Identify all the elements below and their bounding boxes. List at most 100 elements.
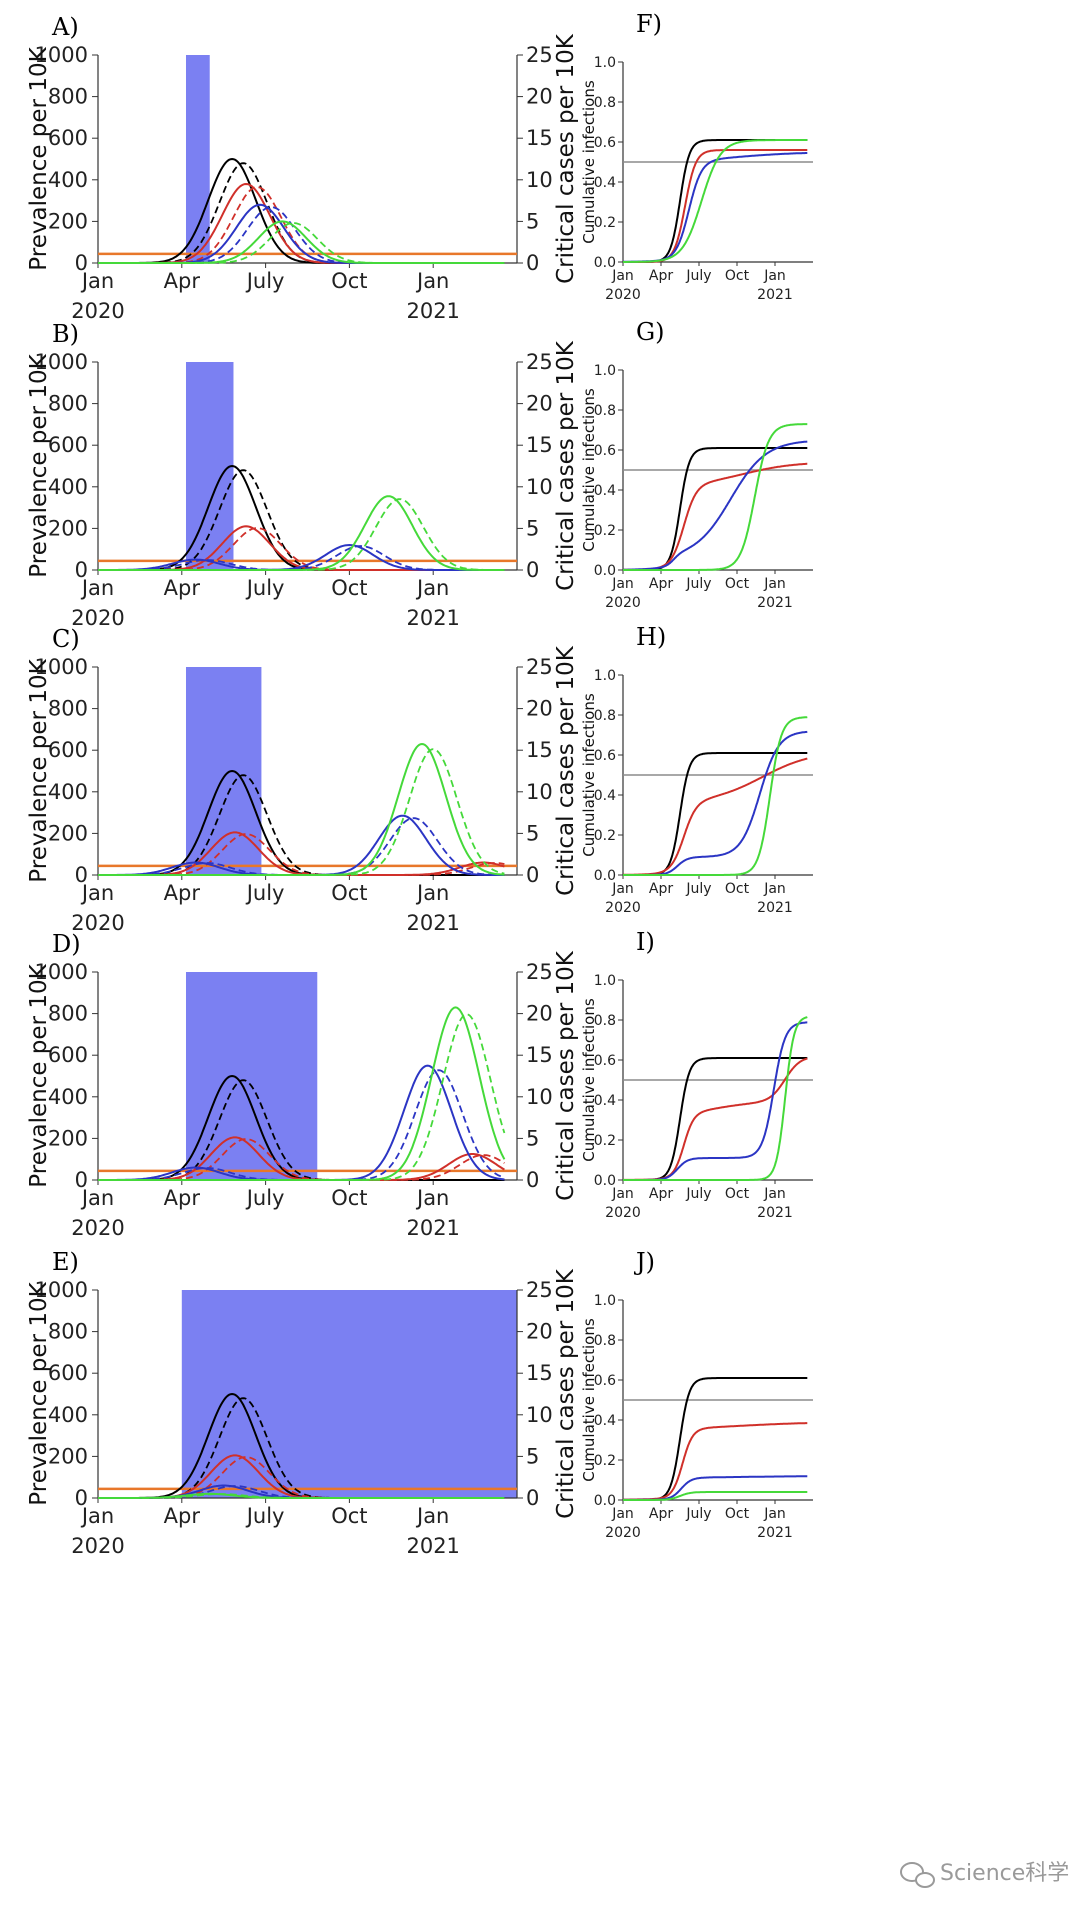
x-tick-label: Oct xyxy=(331,881,367,905)
y-tick-label: 200 xyxy=(48,1126,88,1150)
y2-tick-label: 0 xyxy=(526,1168,539,1192)
y-tick-label: 1000 xyxy=(35,1278,88,1302)
watermark: Science科学 xyxy=(900,1861,1069,1888)
y2-tick-label: 15 xyxy=(526,433,553,457)
y-tick-label: 800 xyxy=(48,392,88,416)
y-tick-label: 0.0 xyxy=(594,255,616,271)
year-label: 2020 xyxy=(605,1205,641,1221)
cumulative-panel-f: F) 0.0 0.2 0.4 0.6 0.8 1.0 Jan Apr July Oct Jan 2020… xyxy=(580,10,813,303)
y-tick-label: 0 xyxy=(75,558,88,582)
x-tick-label: Jan xyxy=(611,881,634,897)
y-tick-label: 1.0 xyxy=(594,973,616,989)
y-axis-title: Prevalence per 10K xyxy=(26,353,52,577)
prevalence-panel-e: E) 0 200 400 600 800 1000 0 5 10 15 20 25 Jan Apr July O… xyxy=(26,1248,579,1558)
critical-curve xyxy=(98,162,505,264)
x-tick-label: Oct xyxy=(725,881,750,897)
x-tick-label: Oct xyxy=(725,1186,750,1202)
cumulative-curve xyxy=(623,1016,808,1181)
year-label: 2020 xyxy=(71,299,124,323)
y-tick-label: 200 xyxy=(48,1444,88,1468)
cumulative-curve xyxy=(623,1491,808,1501)
y-tick-label: 0.4 xyxy=(594,1413,616,1429)
y-tick-label: 0.8 xyxy=(594,1333,616,1349)
y-tick-label: 600 xyxy=(48,1361,88,1385)
y-tick-label: 0.6 xyxy=(594,748,616,764)
y-tick-label: 0.0 xyxy=(594,563,616,579)
y-tick-label: 600 xyxy=(48,1043,88,1067)
cumulative-curve xyxy=(623,423,808,571)
wechat-icon xyxy=(900,1862,935,1888)
x-tick-label: Jan xyxy=(415,269,449,293)
x-tick-label: Apr xyxy=(164,269,201,293)
year-label: 2020 xyxy=(605,287,641,303)
y-tick-label: 0.2 xyxy=(594,828,616,844)
prevalence-curve xyxy=(98,831,505,876)
x-tick-label: Jan xyxy=(80,1504,114,1528)
prevalence-panel-a: A) 0 200 400 600 800 1000 0 5 10 15 20 25 Jan Apr July O… xyxy=(26,13,579,323)
critical-curve xyxy=(98,1493,505,1499)
y-axis-title: Cumulative infections xyxy=(580,1318,598,1482)
x-tick-label: Jan xyxy=(80,1186,114,1210)
year-label: 2020 xyxy=(605,595,641,611)
y2-tick-label: 25 xyxy=(526,960,553,984)
y2-tick-label: 5 xyxy=(526,209,539,233)
y2-tick-label: 20 xyxy=(526,85,553,109)
x-tick-label: Apr xyxy=(164,1504,201,1528)
panel-label: D) xyxy=(52,930,81,958)
y-axis-title: Prevalence per 10K xyxy=(26,658,52,882)
y-tick-label: 1000 xyxy=(35,350,88,374)
y-tick-label: 0.2 xyxy=(594,1453,616,1469)
x-tick-label: July xyxy=(685,576,711,592)
year-label: 2021 xyxy=(757,900,793,916)
y-axis-title: Cumulative infections xyxy=(580,80,598,244)
x-tick-label: Apr xyxy=(164,1186,201,1210)
y2-tick-label: 5 xyxy=(526,516,539,540)
panel-label: A) xyxy=(51,13,79,41)
y2-tick-label: 15 xyxy=(526,738,553,762)
y2-tick-label: 0 xyxy=(526,558,539,582)
cumulative-panel-i: I) 0.0 0.2 0.4 0.6 0.8 1.0 Jan Apr July Oct Jan 2020… xyxy=(580,928,813,1221)
y2-tick-label: 10 xyxy=(526,168,553,192)
y2-tick-label: 5 xyxy=(526,1444,539,1468)
x-tick-label: July xyxy=(245,1504,285,1528)
critical-curve xyxy=(98,1069,505,1181)
y2-tick-label: 0 xyxy=(526,251,539,275)
x-tick-label: Oct xyxy=(725,268,750,284)
y-tick-label: 0.4 xyxy=(594,483,616,499)
y-tick-label: 0.4 xyxy=(594,1093,616,1109)
critical-curve xyxy=(98,222,505,264)
y2-tick-label: 15 xyxy=(526,126,553,150)
panel-label: I) xyxy=(636,928,655,956)
x-tick-label: July xyxy=(685,1506,711,1522)
critical-curve xyxy=(98,1013,506,1181)
x-tick-label: Jan xyxy=(80,881,114,905)
x-tick-label: Oct xyxy=(725,1506,750,1522)
y-tick-label: 1.0 xyxy=(594,668,616,684)
critical-curve xyxy=(98,817,505,876)
year-label: 2021 xyxy=(406,911,459,935)
x-tick-label: July xyxy=(685,881,711,897)
cumulative-curve xyxy=(623,149,808,263)
cumulative-curve xyxy=(623,440,808,571)
y-tick-label: 400 xyxy=(48,780,88,804)
x-tick-label: Jan xyxy=(415,576,449,600)
x-tick-label: July xyxy=(685,1186,711,1202)
cumulative-curve xyxy=(623,1021,808,1181)
y-tick-label: 0.6 xyxy=(594,1373,616,1389)
y2-tick-label: 25 xyxy=(526,43,553,67)
critical-curve xyxy=(98,833,505,876)
cumulative-curve xyxy=(623,1475,808,1501)
y-tick-label: 0.0 xyxy=(594,1173,616,1189)
y-axis-title: Cumulative infections xyxy=(580,998,598,1162)
y-tick-label: 600 xyxy=(48,126,88,150)
year-label: 2021 xyxy=(757,595,793,611)
y2-tick-label: 20 xyxy=(526,1002,553,1026)
y2-tick-label: 15 xyxy=(526,1043,553,1067)
y-tick-label: 800 xyxy=(48,85,88,109)
year-label: 2020 xyxy=(71,1534,124,1558)
prevalence-curve xyxy=(98,464,505,571)
y2-tick-label: 10 xyxy=(526,780,553,804)
y-tick-label: 200 xyxy=(48,516,88,540)
x-tick-label: Oct xyxy=(331,269,367,293)
